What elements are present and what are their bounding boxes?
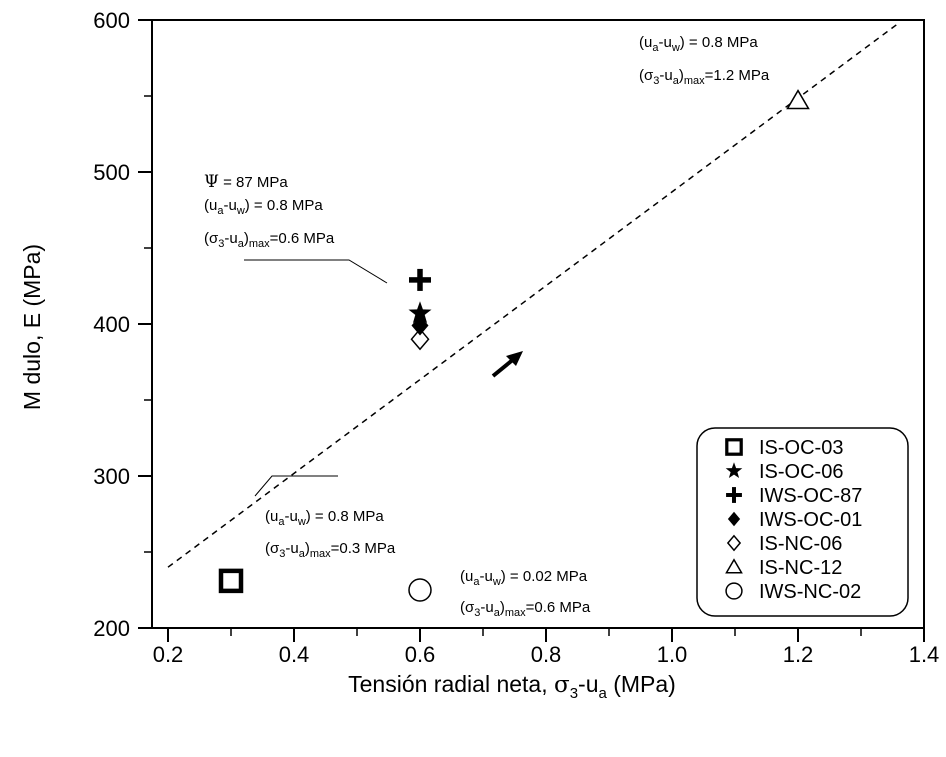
annotation-bottom-center: (ua-uw) = 0.02 MPa (σ3-ua)max=0.6 MPa xyxy=(460,568,591,619)
y-tick-label: 500 xyxy=(93,160,130,185)
annotation-top-left: Ψ = 87 MPa (ua-uw) = 0.8 MPa (σ3-ua)max=… xyxy=(204,172,335,250)
legend: IS-OC-03IS-OC-06IWS-OC-87IWS-OC-01IS-NC-… xyxy=(696,427,909,617)
data-point xyxy=(725,582,743,600)
x-tick-label: 0.8 xyxy=(531,642,562,667)
annotation-top-right: (ua-uw) = 0.8 MPa (σ3-ua)max=1.2 MPa xyxy=(639,34,770,87)
direction-arrow xyxy=(491,351,523,378)
data-point xyxy=(411,315,429,336)
legend-box xyxy=(696,427,909,617)
leader-line-top-left xyxy=(244,259,388,284)
annotation-line: (σ3-ua)max=1.2 MPa xyxy=(639,67,770,87)
legend-entry: IWS-NC-02 xyxy=(725,581,861,603)
data-point xyxy=(409,268,431,291)
annotation-line: (σ3-ua)max=0.3 MPa xyxy=(265,540,396,560)
legend-entry: IS-OC-03 xyxy=(725,437,843,459)
y-tick-label: 400 xyxy=(93,312,130,337)
data-point xyxy=(408,301,432,324)
data-point xyxy=(725,438,743,456)
data-point xyxy=(725,558,743,574)
annotation-line: Ψ = 87 MPa xyxy=(204,172,288,192)
data-point xyxy=(786,89,810,110)
annotation-line: (ua-uw) = 0.8 MPa xyxy=(265,508,384,528)
legend-entry: IWS-OC-01 xyxy=(727,509,862,531)
leader-line-bottom-left xyxy=(254,475,338,497)
data-point xyxy=(726,534,742,552)
legend-label: IWS-NC-02 xyxy=(759,581,861,603)
annotation-line: (ua-uw) = 0.8 MPa xyxy=(639,34,758,54)
data-markers xyxy=(218,89,810,602)
data-point xyxy=(726,487,742,503)
x-tick-label: 1.2 xyxy=(783,642,814,667)
legend-label: IWS-OC-01 xyxy=(759,509,862,531)
annotation-line: (ua-uw) = 0.8 MPa xyxy=(204,197,323,217)
data-point xyxy=(218,568,244,594)
x-axis-title: Tensión radial neta, σ3-ua (MPa) xyxy=(348,671,676,702)
legend-entry: IWS-OC-87 xyxy=(726,485,862,507)
legend-label: IS-OC-06 xyxy=(759,461,843,483)
legend-label: IS-OC-03 xyxy=(759,437,843,459)
x-tick-label: 0.4 xyxy=(279,642,310,667)
y-axis-title: M dulo, E (MPa) xyxy=(19,244,45,410)
legend-entry: IS-OC-06 xyxy=(725,461,843,483)
y-tick-label: 600 xyxy=(93,8,130,33)
x-tick-label: 0.2 xyxy=(153,642,184,667)
x-tick-label: 0.6 xyxy=(405,642,436,667)
legend-label: IS-NC-12 xyxy=(759,557,842,579)
data-point xyxy=(410,328,430,351)
legend-label: IWS-OC-87 xyxy=(759,485,862,507)
x-tick-label: 1.0 xyxy=(657,642,688,667)
annotation-line: (σ3-ua)max=0.6 MPa xyxy=(460,599,591,619)
tick-labels: 0.2 0.4 0.6 0.8 1.0 1.2 1.4 200 300 400 500 600 xyxy=(93,8,939,667)
annotation-line: (σ3-ua)max=0.6 MPa xyxy=(204,230,335,250)
annotation-line: (ua-uw) = 0.02 MPa xyxy=(460,568,588,588)
trend-line xyxy=(167,22,900,568)
x-tick-label: 1.4 xyxy=(909,642,940,667)
data-point xyxy=(408,578,432,602)
y-tick-label: 300 xyxy=(93,464,130,489)
legend-entry: IS-NC-06 xyxy=(726,533,842,555)
data-point xyxy=(725,462,743,478)
axis-ticks xyxy=(138,19,925,642)
y-tick-label: 200 xyxy=(93,616,130,641)
data-point xyxy=(727,511,741,527)
legend-label: IS-NC-06 xyxy=(759,533,842,555)
legend-entry: IS-NC-12 xyxy=(725,557,842,579)
annotation-bottom-left: (ua-uw) = 0.8 MPa (σ3-ua)max=0.3 MPa xyxy=(265,508,396,560)
